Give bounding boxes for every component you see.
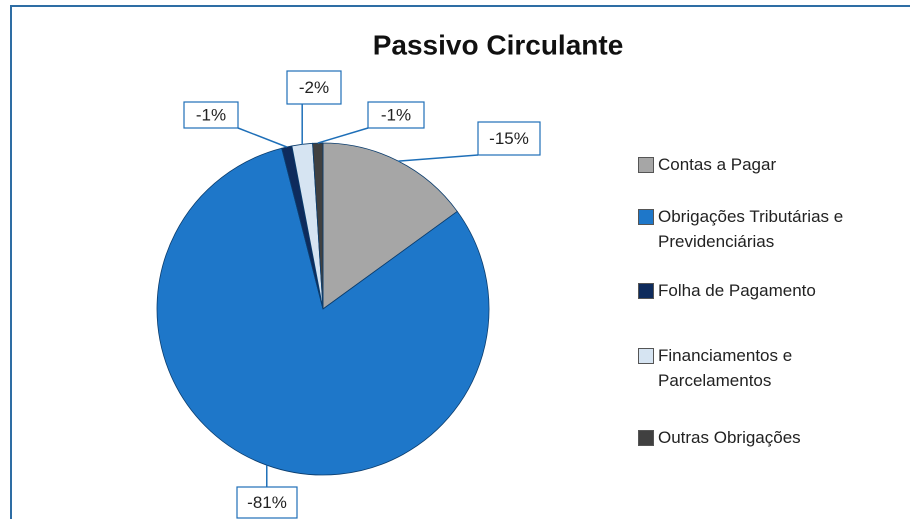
legend-swatch bbox=[638, 209, 654, 225]
legend-label: Folha de Pagamento bbox=[658, 281, 816, 300]
label-box bbox=[236, 486, 298, 519]
legend-item: Folha de Pagamento bbox=[638, 278, 900, 303]
pie-slice bbox=[156, 147, 490, 476]
data-label: -15% bbox=[489, 129, 529, 148]
legend-swatch bbox=[638, 157, 654, 173]
pie-slice bbox=[322, 142, 458, 310]
label-box bbox=[367, 101, 425, 129]
data-label: -1% bbox=[196, 105, 226, 124]
data-label: -2% bbox=[299, 78, 329, 97]
label-box bbox=[183, 101, 239, 129]
legend-item: Financiamentos e Parcelamentos bbox=[638, 343, 900, 393]
chart-title: Passivo Circulante bbox=[373, 29, 624, 60]
label-box bbox=[286, 70, 342, 105]
legend-swatch bbox=[638, 348, 654, 364]
leader-line bbox=[317, 127, 369, 144]
leader-line bbox=[237, 127, 288, 148]
legend-swatch bbox=[638, 283, 654, 299]
legend-label: Financiamentos e Parcelamentos bbox=[658, 346, 793, 390]
leader-line bbox=[398, 154, 479, 162]
data-label: -1% bbox=[381, 105, 411, 124]
legend-item: Obrigações Tributárias e Previdenciárias bbox=[638, 204, 900, 254]
data-label: -81% bbox=[247, 493, 287, 512]
legend-label: Obrigações Tributárias e Previdenciárias bbox=[658, 207, 844, 251]
legend-label: Outras Obrigações bbox=[658, 428, 801, 447]
legend-swatch bbox=[638, 430, 654, 446]
label-box bbox=[477, 121, 541, 156]
legend-item: Contas a Pagar bbox=[638, 152, 900, 177]
legend-item: Outras Obrigações bbox=[638, 425, 900, 450]
legend-label: Contas a Pagar bbox=[658, 155, 777, 174]
